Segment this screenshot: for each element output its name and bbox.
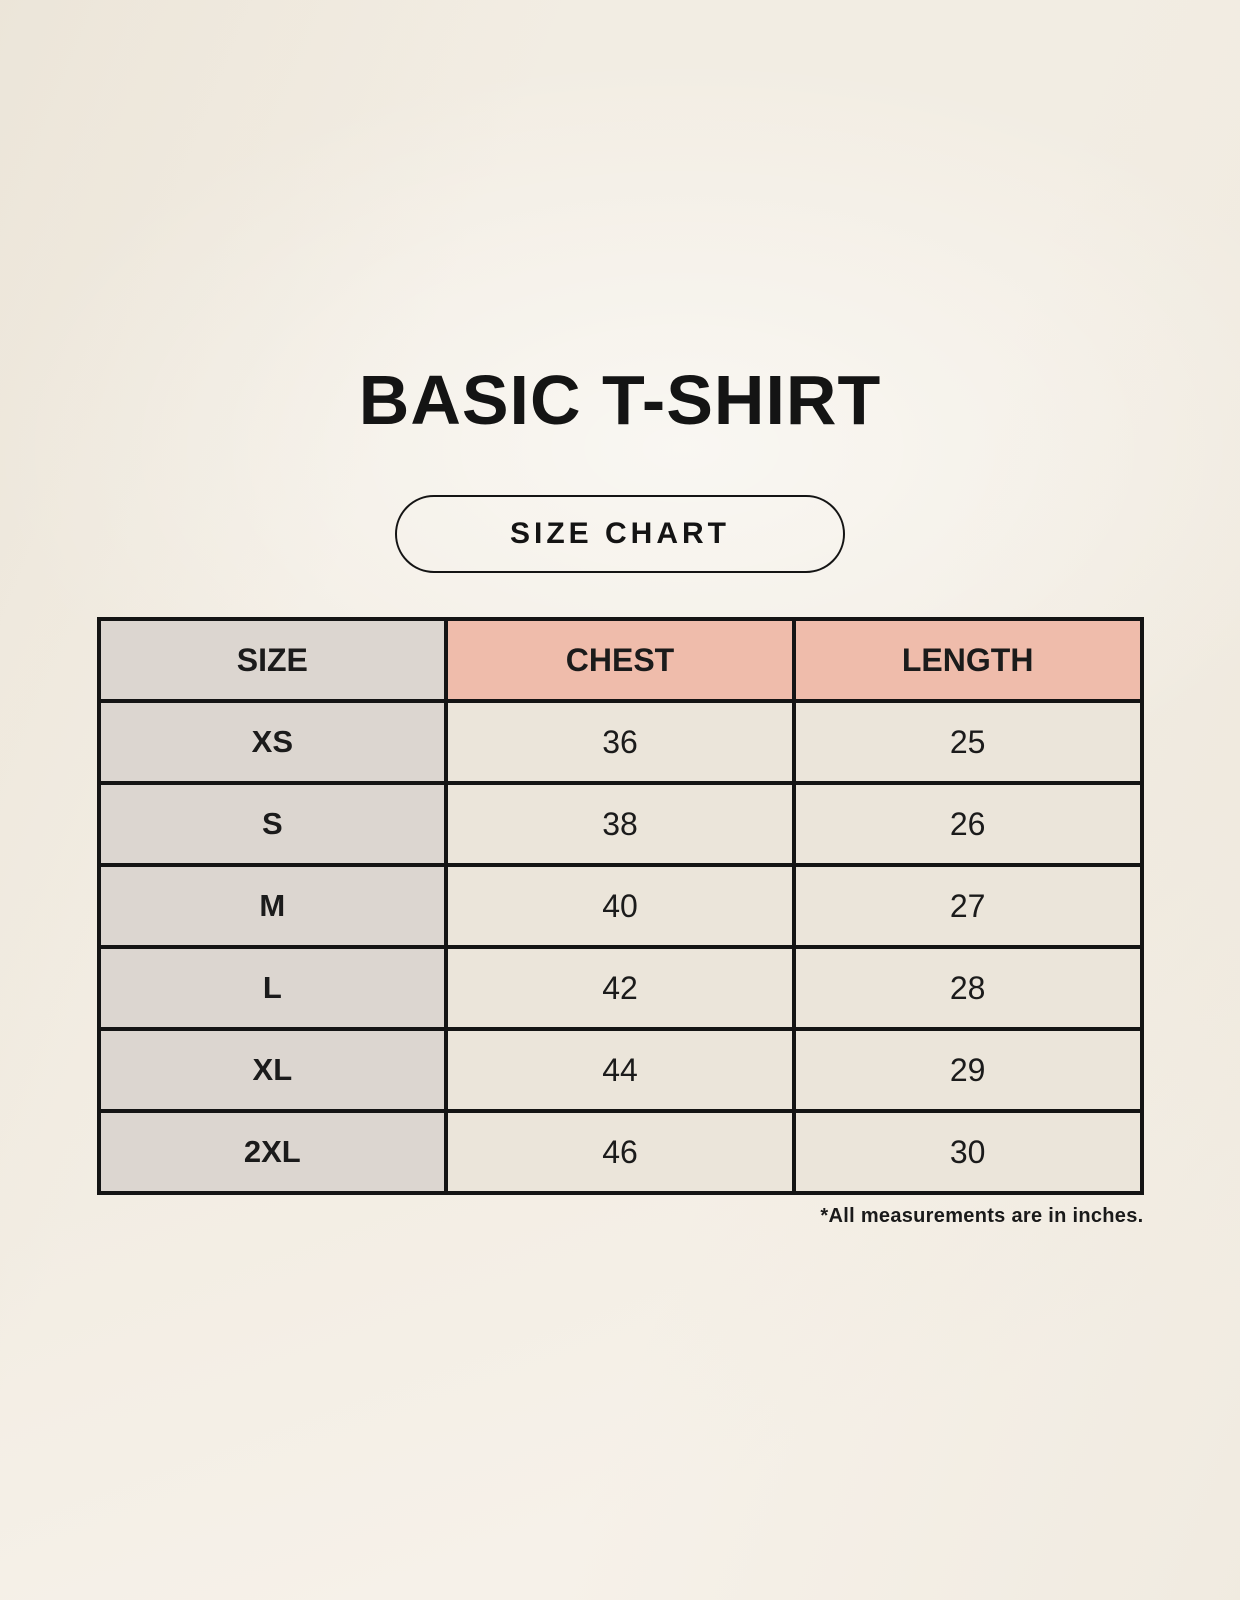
chest-value: 42 [444, 945, 796, 1031]
chest-value: 44 [444, 1027, 796, 1113]
size-label: M [96, 863, 449, 949]
length-value: 27 [791, 863, 1144, 949]
table-row-xs: XS 36 25 [96, 699, 1144, 785]
size-chart-badge-label: SIZE CHART [510, 517, 730, 550]
table-row-xl: XL 44 29 [96, 1027, 1144, 1113]
page-title: BASIC T-SHIRT [358, 361, 882, 439]
table-row-l: L 42 28 [96, 945, 1144, 1031]
size-label: XS [96, 699, 449, 785]
length-value: 30 [791, 1109, 1144, 1195]
size-table: SIZE CHEST LENGTH XS 36 25 S 38 26 M 40 … [96, 617, 1144, 1195]
table-row-m: M 40 27 [96, 863, 1144, 949]
size-table-body: XS 36 25 S 38 26 M 40 27 L 42 28 XL 44 [96, 699, 1144, 1195]
size-table-header: SIZE CHEST LENGTH [96, 617, 1144, 703]
column-header-chest: CHEST [444, 617, 796, 703]
header-row: SIZE CHEST LENGTH [96, 617, 1144, 703]
length-value: 26 [791, 781, 1144, 867]
length-value: 29 [791, 1027, 1144, 1113]
chest-value: 40 [444, 863, 796, 949]
size-chart-badge: SIZE CHART [395, 495, 845, 573]
column-header-length: LENGTH [791, 617, 1144, 703]
chest-value: 46 [444, 1109, 796, 1195]
chest-value: 36 [444, 699, 796, 785]
length-value: 28 [791, 945, 1144, 1031]
table-row-s: S 38 26 [96, 781, 1144, 867]
size-label: L [96, 945, 449, 1031]
size-label: S [96, 781, 449, 867]
column-header-size: SIZE [96, 617, 449, 703]
length-value: 25 [791, 699, 1144, 785]
chest-value: 38 [444, 781, 796, 867]
measurements-footnote: *All measurements are in inches. [820, 1205, 1144, 1227]
size-label: 2XL [96, 1109, 449, 1195]
table-row-2xl: 2XL 46 30 [96, 1109, 1144, 1195]
size-label: XL [96, 1027, 449, 1113]
